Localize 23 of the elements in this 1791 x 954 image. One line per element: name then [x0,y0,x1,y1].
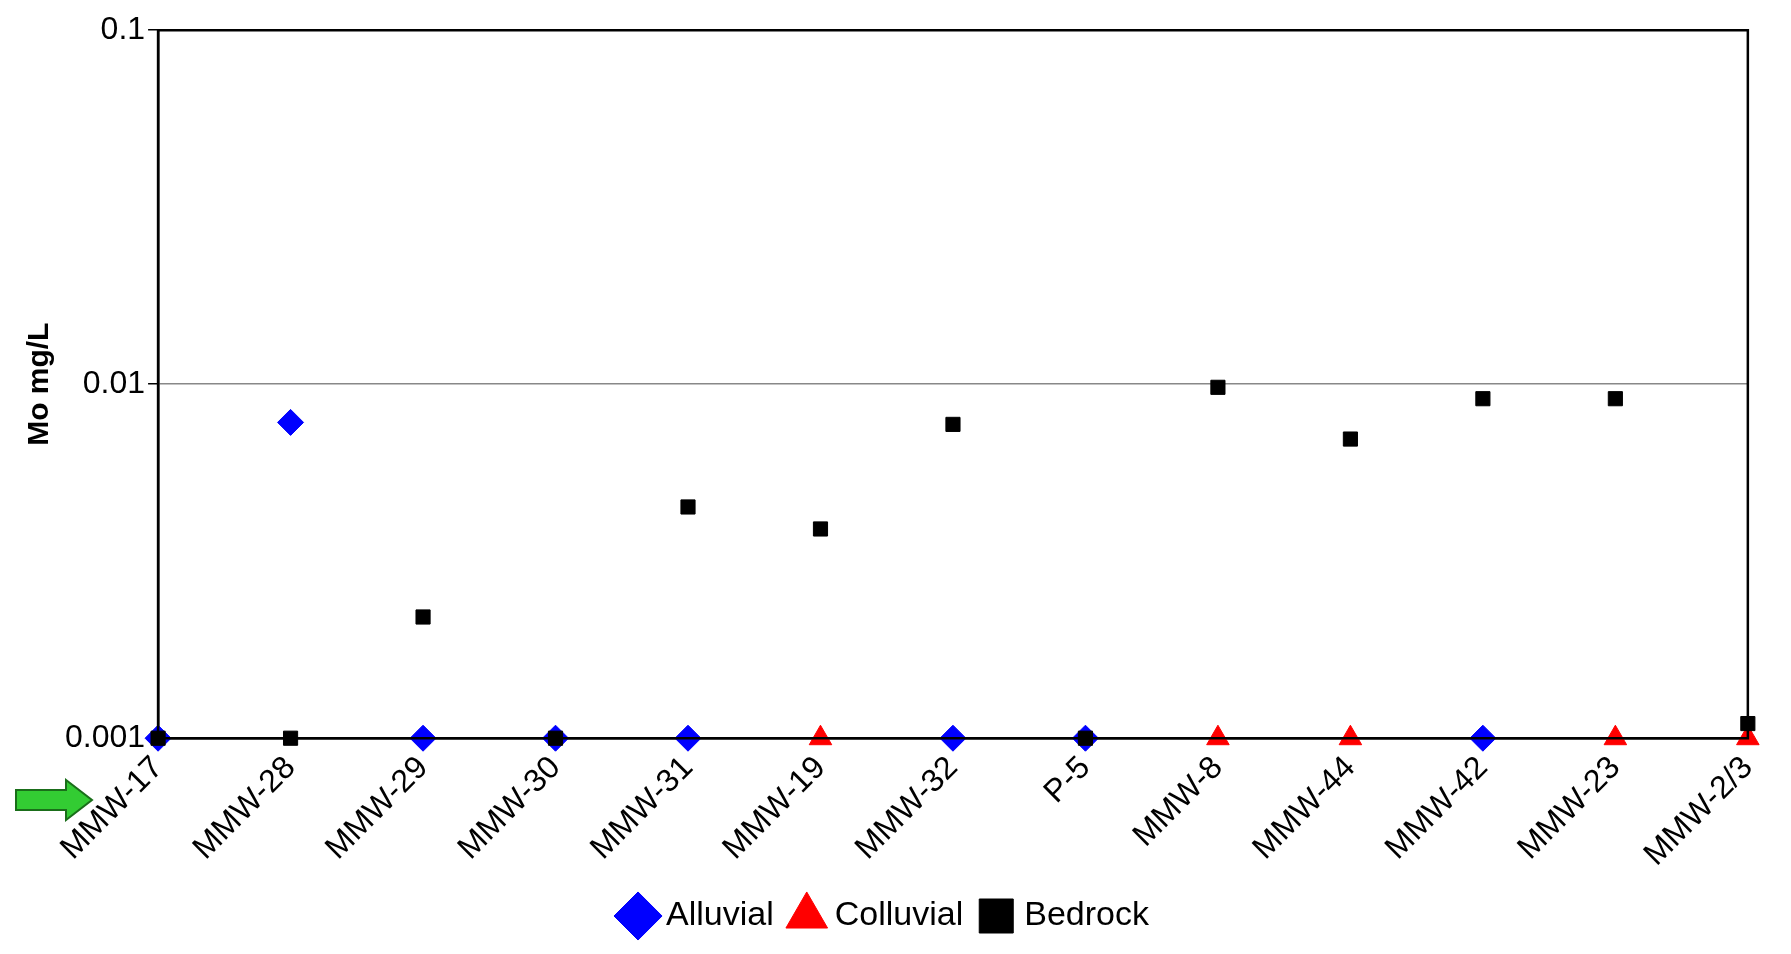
point [680,499,696,515]
legend-label: Alluvial [666,894,774,933]
point [939,724,967,752]
point [674,724,702,752]
y-tick-label: 0.001 [65,718,146,755]
point [1475,391,1491,407]
point [1469,724,1497,752]
legend-label: Colluvial [834,894,964,933]
point [1210,379,1226,395]
point [812,521,829,537]
point [415,609,431,625]
point [282,730,299,746]
x-tick-label: P-5 [1035,748,1097,810]
legend-label: Bedrock [1024,894,1150,933]
point [409,724,437,752]
y-tick-label: 0.01 [82,364,146,401]
point [945,416,961,432]
point [1607,391,1623,407]
point [1342,431,1358,447]
point [277,408,305,436]
y-axis-title: Mo mg/L [21,322,55,446]
point [1740,715,1756,732]
y-tick-label: 0.1 [100,10,146,47]
